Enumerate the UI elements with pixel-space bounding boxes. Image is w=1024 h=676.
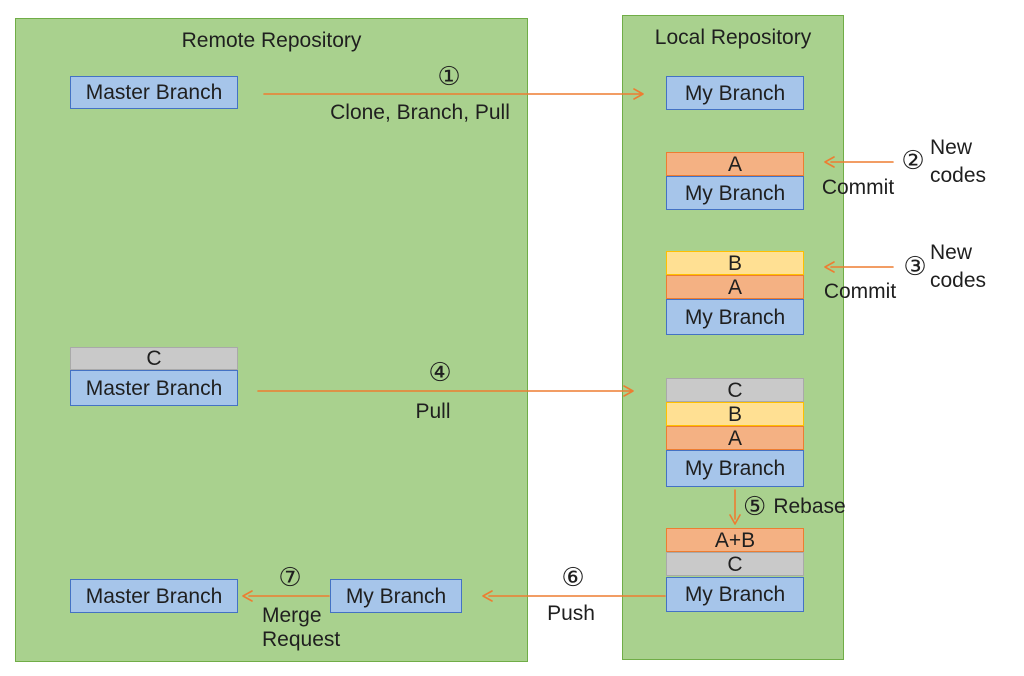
merge-request-arrow xyxy=(242,590,330,602)
pull-arrow-label: Pull xyxy=(415,400,451,423)
remote-master-branch-top-box: Master Branch xyxy=(70,76,238,109)
commit-a-box: A xyxy=(666,152,804,176)
step-1-number: ① xyxy=(437,62,461,92)
remote-panel-title: Remote Repository xyxy=(181,29,362,52)
pull-arrow xyxy=(257,385,634,397)
rebase-arrow-label: Rebase xyxy=(773,495,846,518)
commit-a-box-2: A xyxy=(666,275,804,299)
commit-b-box: B xyxy=(666,251,804,275)
commit-ab-box: A+B xyxy=(666,528,804,552)
remote-master-branch-mid-box: Master Branch xyxy=(70,370,238,406)
step-5-number: ⑤ xyxy=(743,492,767,522)
step-3-number: ③ xyxy=(903,252,927,282)
commit-b-box-2: B xyxy=(666,402,804,426)
new-codes-note-2: New codes xyxy=(930,241,987,292)
commit-a-box-3: A xyxy=(666,426,804,450)
local-my-branch-box-3: My Branch xyxy=(666,299,804,335)
rebase-arrow xyxy=(729,489,741,525)
remote-master-branch-bottom-box: Master Branch xyxy=(70,579,238,613)
local-my-branch-box-5: My Branch xyxy=(666,577,804,612)
step-7-number: ⑦ xyxy=(278,563,302,593)
local-panel-title: Local Repository xyxy=(654,26,812,49)
remote-repository-panel: Remote Repository xyxy=(15,18,528,662)
clone-arrow xyxy=(263,88,644,100)
remote-my-branch-box: My Branch xyxy=(330,579,462,613)
merge-request-arrow-label: Merge Request xyxy=(262,604,341,651)
remote-commit-c-box: C xyxy=(70,347,238,370)
commit-b-arrow-label: Commit xyxy=(823,280,897,303)
commit-b-arrow xyxy=(824,261,894,273)
commit-c-box: C xyxy=(666,378,804,402)
push-arrow xyxy=(482,590,666,602)
push-arrow-label: Push xyxy=(547,602,595,625)
commit-a-arrow xyxy=(824,156,894,168)
local-my-branch-box-2: My Branch xyxy=(666,176,804,210)
step-5-label-row: ⑤ Rebase xyxy=(743,494,846,520)
commit-c-box-2: C xyxy=(666,552,804,576)
local-my-branch-box-4: My Branch xyxy=(666,450,804,487)
step-6-number: ⑥ xyxy=(561,563,585,593)
step-2-number: ② xyxy=(901,146,925,176)
clone-arrow-label: Clone, Branch, Pull xyxy=(330,101,510,124)
new-codes-note-1: New codes xyxy=(930,136,987,187)
commit-a-arrow-label: Commit xyxy=(821,176,895,199)
local-my-branch-top-box: My Branch xyxy=(666,76,804,110)
step-4-number: ④ xyxy=(428,358,452,388)
